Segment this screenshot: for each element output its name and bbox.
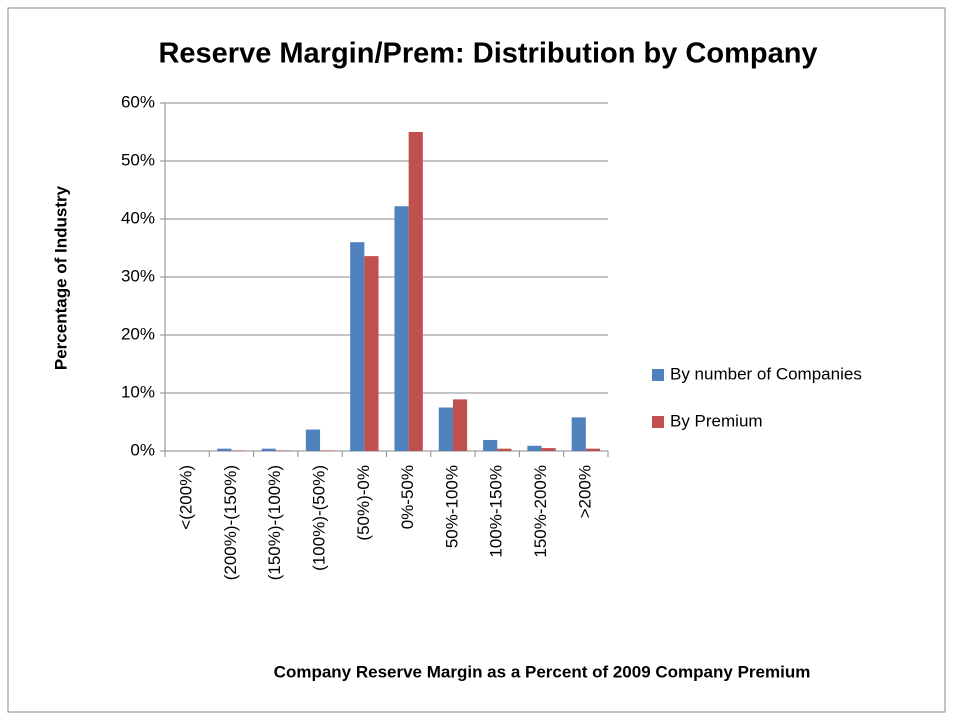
- x-tick-label: 150%-200%: [531, 465, 550, 558]
- bar: [585, 448, 601, 451]
- x-tick-label: (50%)-0%: [354, 465, 373, 541]
- x-tick-label: (200%)-(150%): [221, 465, 240, 580]
- legend-swatch: [652, 369, 664, 381]
- bar: [305, 429, 321, 451]
- y-tick-label: 50%: [121, 150, 155, 169]
- bar: [497, 448, 512, 451]
- y-tick-label: 30%: [121, 266, 155, 285]
- bar: [217, 448, 232, 451]
- x-tick-label: <(200%): [177, 465, 196, 530]
- bar: [527, 445, 542, 451]
- legend-swatch: [652, 416, 664, 428]
- bar: [350, 242, 365, 451]
- bar: [541, 448, 556, 451]
- x-axis-title: Company Reserve Margin as a Percent of 2…: [274, 662, 811, 681]
- y-tick-label: 60%: [121, 92, 155, 111]
- bar: [261, 448, 276, 451]
- x-tick-label: (150%)-(100%): [265, 465, 284, 580]
- bar: [452, 399, 468, 451]
- bar: [571, 417, 586, 451]
- x-tick-label: >200%: [575, 465, 594, 518]
- chart-title: Reserve Margin/Prem: Distribution by Com…: [158, 38, 817, 70]
- y-tick-label: 40%: [121, 208, 155, 227]
- bar: [231, 450, 246, 451]
- legend-label: By number of Companies: [670, 364, 862, 383]
- y-tick-label: 20%: [121, 324, 155, 343]
- bar: [438, 407, 453, 451]
- bar: [320, 450, 335, 451]
- bar: [364, 256, 379, 451]
- legend-label: By Premium: [670, 411, 763, 430]
- x-tick-label: 100%-150%: [487, 465, 506, 558]
- bar: [483, 439, 498, 451]
- bar: [394, 206, 409, 451]
- y-axis-title: Percentage of Industry: [51, 185, 70, 370]
- bar: [408, 132, 423, 451]
- chart-frame: [7, 7, 946, 713]
- y-tick-label: 0%: [130, 440, 155, 459]
- x-tick-label: 0%-50%: [398, 465, 417, 529]
- bar: [275, 450, 290, 451]
- x-tick-label: (100%)-(50%): [310, 465, 329, 571]
- y-tick-label: 10%: [121, 382, 155, 401]
- x-tick-label: 50%-100%: [442, 465, 461, 548]
